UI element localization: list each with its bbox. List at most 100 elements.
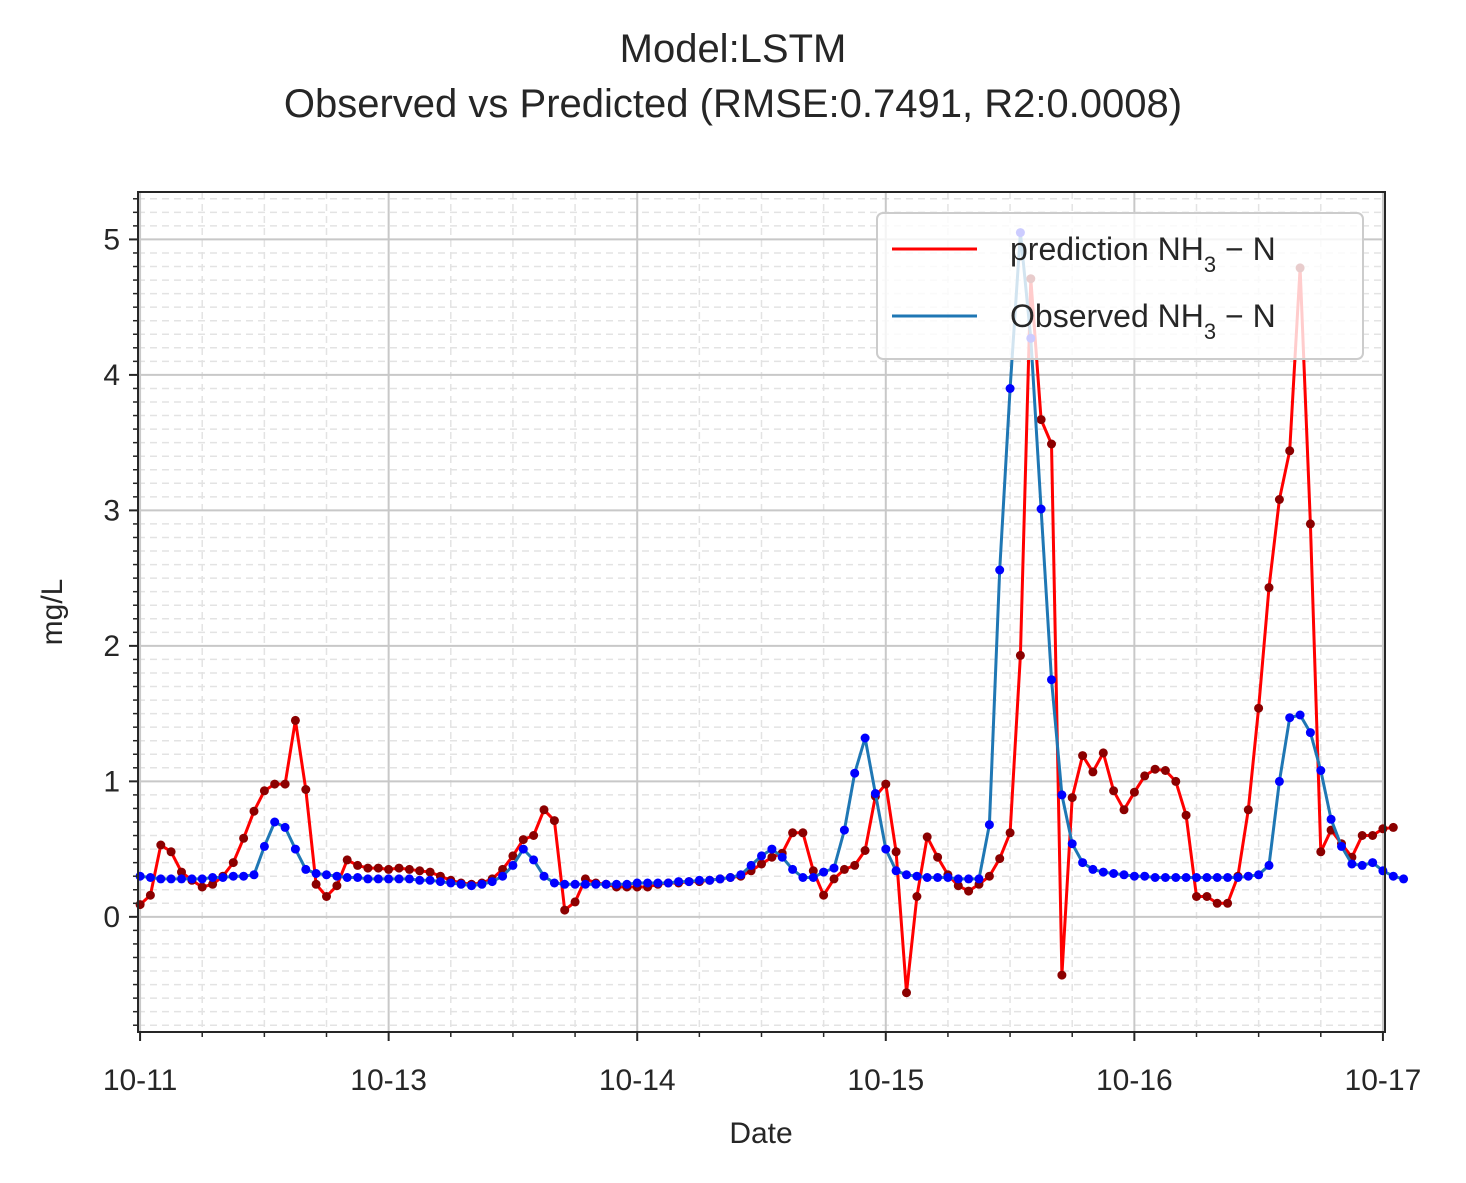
data-point-observed xyxy=(912,871,922,881)
data-point-observed xyxy=(798,873,808,882)
data-point-prediction xyxy=(922,832,932,842)
x-tick-label: 10-14 xyxy=(599,1064,676,1097)
data-point-observed xyxy=(974,874,984,884)
data-point-prediction xyxy=(1264,583,1274,593)
legend-entry-prediction: prediction NH3 − N xyxy=(1010,231,1276,277)
data-point-observed xyxy=(353,873,363,882)
data-point-prediction xyxy=(891,847,901,857)
data-point-prediction xyxy=(850,860,860,870)
data-point-observed xyxy=(404,874,414,884)
data-point-prediction xyxy=(363,863,373,873)
data-point-observed xyxy=(964,874,974,884)
data-point-prediction xyxy=(1160,766,1170,775)
data-point-prediction xyxy=(995,854,1005,864)
data-point-observed xyxy=(736,870,746,880)
legend-observed-subscript: 3 xyxy=(1204,319,1216,344)
data-point-prediction xyxy=(881,779,891,789)
data-point-prediction xyxy=(1316,847,1326,857)
data-point-prediction xyxy=(508,851,518,861)
data-point-observed xyxy=(1388,871,1398,881)
data-point-observed xyxy=(902,870,911,880)
data-point-prediction xyxy=(1036,415,1046,425)
data-point-observed xyxy=(1005,384,1015,393)
data-point-prediction xyxy=(208,879,218,889)
y-tick-label: 3 xyxy=(103,494,120,527)
legend-prediction-name: prediction NH xyxy=(1010,231,1204,267)
data-point-observed xyxy=(498,871,508,881)
data-point-observed xyxy=(467,881,476,891)
data-point-observed xyxy=(601,879,611,889)
data-point-observed xyxy=(995,565,1005,575)
data-point-prediction xyxy=(135,900,145,910)
legend-box xyxy=(876,212,1364,360)
data-point-observed xyxy=(622,879,632,889)
data-point-observed xyxy=(788,864,798,874)
data-point-prediction xyxy=(1192,892,1201,901)
data-point-observed xyxy=(757,851,766,861)
data-point-prediction xyxy=(757,859,766,869)
data-point-observed xyxy=(290,844,300,854)
data-point-prediction xyxy=(1067,793,1077,803)
data-point-prediction xyxy=(1181,810,1191,820)
data-point-prediction xyxy=(788,828,798,838)
data-point-prediction xyxy=(1088,767,1098,777)
data-point-observed xyxy=(280,822,290,832)
y-tick-label: 0 xyxy=(103,901,120,934)
data-point-prediction xyxy=(549,816,559,826)
data-point-observed xyxy=(953,874,963,884)
data-point-prediction xyxy=(1047,439,1056,449)
data-point-prediction xyxy=(145,890,155,900)
data-point-observed xyxy=(187,874,197,884)
legend-prediction-subscript: 3 xyxy=(1204,252,1216,277)
data-point-prediction xyxy=(177,867,186,877)
data-point-observed xyxy=(228,871,238,881)
y-tick-label: 2 xyxy=(103,630,120,663)
data-point-prediction xyxy=(1378,824,1388,834)
data-point-observed xyxy=(342,873,352,882)
data-point-observed xyxy=(249,870,259,880)
data-point-observed xyxy=(819,867,829,877)
data-point-prediction xyxy=(1212,898,1222,908)
data-point-prediction xyxy=(819,890,829,900)
data-point-observed xyxy=(808,873,818,882)
data-point-observed xyxy=(1399,874,1409,884)
data-point-observed xyxy=(508,860,518,870)
data-point-observed xyxy=(560,879,570,889)
data-point-prediction xyxy=(984,871,994,881)
data-point-prediction xyxy=(415,866,425,876)
data-point-observed xyxy=(166,874,176,884)
data-point-observed xyxy=(1347,859,1357,869)
data-point-observed xyxy=(870,789,880,798)
data-point-observed xyxy=(1243,871,1253,881)
data-point-observed xyxy=(529,855,539,865)
data-point-observed xyxy=(156,874,166,884)
data-point-prediction xyxy=(239,833,249,843)
data-point-prediction xyxy=(498,864,508,874)
data-point-observed xyxy=(322,870,331,880)
data-point-prediction xyxy=(539,805,549,815)
data-point-prediction xyxy=(290,715,300,725)
data-point-prediction xyxy=(1057,970,1067,980)
data-point-observed xyxy=(943,873,953,882)
data-point-observed xyxy=(1150,873,1160,882)
data-point-observed xyxy=(177,874,186,884)
data-point-observed xyxy=(1129,871,1139,881)
y-axis-label: mg/L xyxy=(36,579,69,646)
data-point-observed xyxy=(1368,858,1378,868)
data-point-observed xyxy=(612,879,621,889)
data-point-observed xyxy=(373,874,383,884)
data-point-prediction xyxy=(373,863,383,873)
data-point-observed xyxy=(1326,814,1336,824)
data-point-prediction xyxy=(1119,805,1129,815)
data-point-observed xyxy=(922,873,932,882)
data-point-observed xyxy=(653,878,663,888)
data-point-observed xyxy=(694,875,704,885)
data-point-observed xyxy=(218,873,228,882)
data-point-observed xyxy=(860,733,870,743)
data-point-observed xyxy=(663,878,673,888)
data-point-prediction xyxy=(1388,822,1398,832)
data-point-observed xyxy=(518,844,528,854)
data-point-observed xyxy=(435,877,445,887)
chart-title: Model:LSTM xyxy=(620,27,847,71)
data-point-prediction xyxy=(1243,805,1253,815)
